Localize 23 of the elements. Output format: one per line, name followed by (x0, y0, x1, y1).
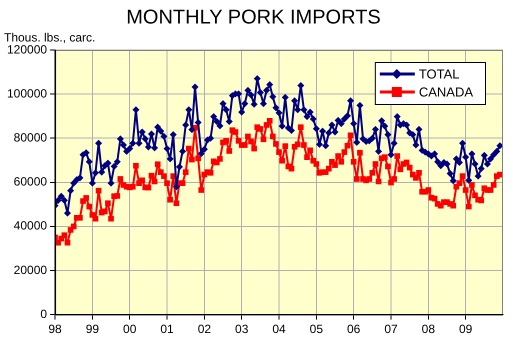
x-tick-label: 03 (235, 322, 249, 336)
x-tick-label: 09 (458, 322, 473, 336)
x-tick-label: 06 (347, 322, 361, 336)
y-tick-label: 0 (40, 306, 48, 321)
x-tick-label: 99 (86, 322, 100, 336)
y-tick-label: 60000 (14, 174, 48, 189)
y-tick-label: 100000 (6, 86, 48, 100)
y-axis-title: Thous. lbs., carc. (4, 30, 96, 44)
x-tick-label: 00 (123, 322, 137, 336)
x-tick-label: 04 (272, 322, 286, 336)
x-tick-label: 07 (384, 322, 398, 336)
x-tick-label: 02 (198, 322, 212, 336)
y-tick-label: 40000 (14, 218, 48, 233)
x-tick-label: 05 (310, 322, 324, 336)
y-tick-label: 20000 (14, 262, 48, 277)
legend-label: TOTAL (418, 66, 460, 82)
x-tick-label: 08 (422, 322, 436, 336)
legend-label: CANADA (418, 84, 474, 100)
y-tick-label: 120000 (6, 42, 48, 56)
chart-title: MONTHLY PORK IMPORTS (126, 6, 381, 29)
y-tick-label: 80000 (14, 130, 48, 145)
x-tick-label: 98 (48, 322, 62, 336)
x-tick-label: 01 (160, 322, 174, 336)
